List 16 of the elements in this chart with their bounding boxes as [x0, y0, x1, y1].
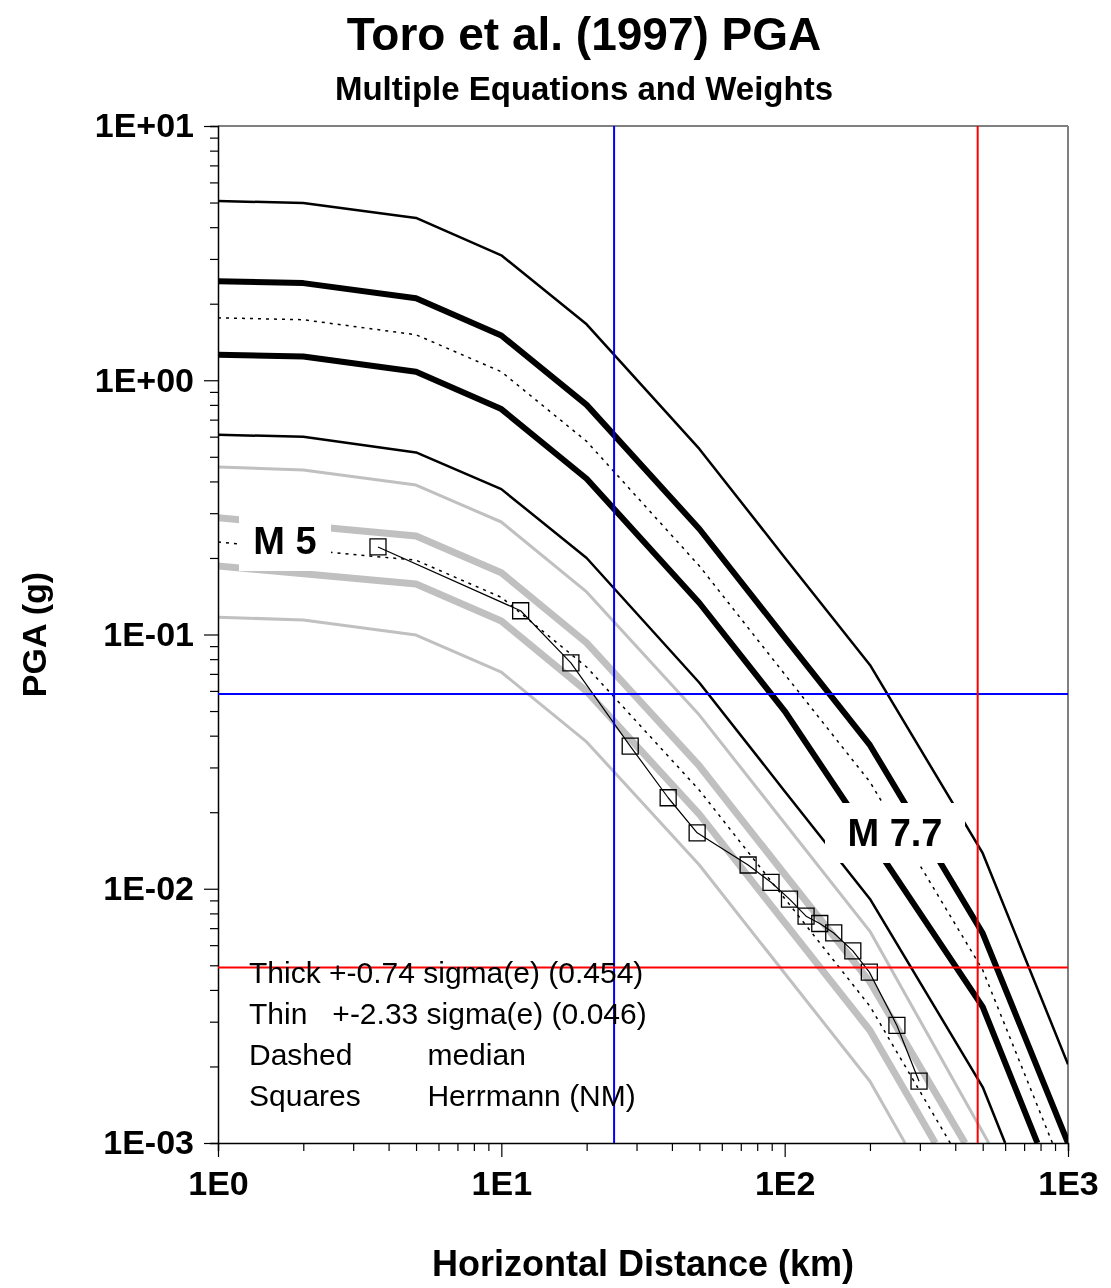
y-tick-label: 1E+01 [94, 106, 194, 145]
y-axis-title: PGA (g) [15, 571, 53, 698]
x-tick-label: 1E0 [188, 1164, 249, 1203]
x-axis-title: Horizontal Distance (km) [431, 1243, 855, 1284]
x-tick-label: 1E1 [471, 1164, 533, 1203]
y-tick-label: 1E+00 [94, 360, 194, 399]
x-tick-label: 1E2 [754, 1164, 816, 1203]
chart-title: Toro et al. (1997) PGA [346, 8, 822, 60]
annotation: M 7.7 [847, 812, 943, 854]
x-tick-label: 1E3 [1038, 1164, 1099, 1203]
y-tick-label: 1E-02 [103, 869, 194, 908]
annotation: Dashed median [249, 1038, 526, 1071]
chart-subtitle: Multiple Equations and Weights [334, 70, 834, 107]
annotation: M 5 [253, 520, 317, 562]
y-tick-label: 1E-03 [103, 1123, 194, 1162]
y-tick-label: 1E-01 [103, 614, 194, 653]
